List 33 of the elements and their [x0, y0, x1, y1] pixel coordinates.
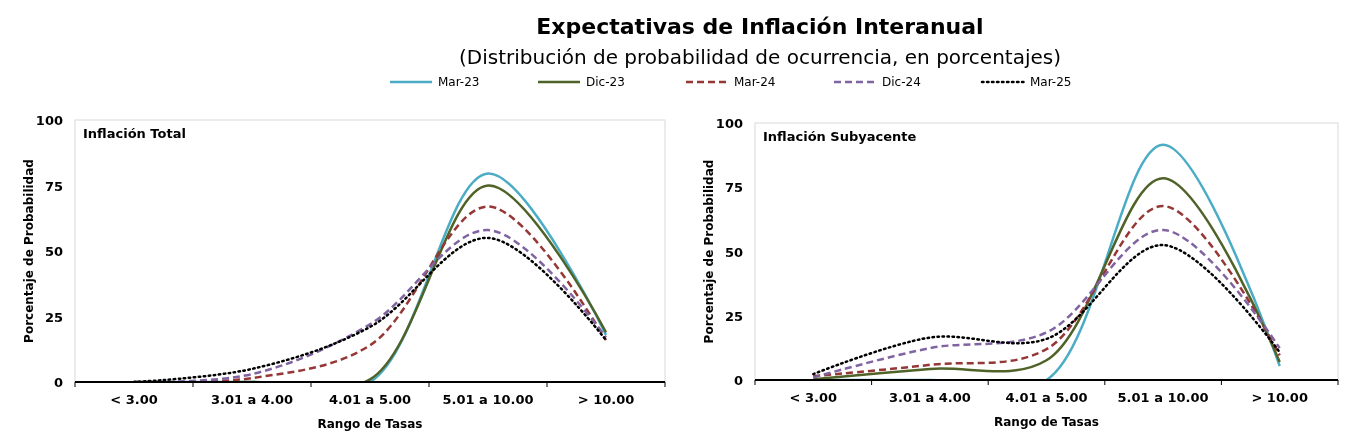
x-tick-label: > 10.00 [577, 392, 635, 407]
annotation: Inflación Total [83, 126, 186, 141]
y-axis-title: Porcentaje de Probabilidad [702, 159, 716, 344]
x-tick-label: 5.01 a 10.00 [1117, 390, 1209, 405]
y-tick-label: 0 [733, 373, 743, 388]
y-tick-label: 50 [44, 244, 63, 259]
legend-label: Mar-25 [1030, 75, 1072, 89]
x-tick-label: < 3.00 [110, 392, 158, 407]
y-tick-label: 100 [35, 113, 63, 128]
legend-label: Dic-23 [586, 75, 625, 89]
x-tick-label: 4.01 a 5.00 [329, 392, 411, 407]
x-tick-label: 3.01 a 4.00 [888, 390, 971, 405]
y-tick-label: 25 [44, 309, 63, 325]
y-tick-label: 75 [724, 180, 743, 196]
legend-label: Mar-24 [734, 75, 776, 89]
y-tick-label: 50 [724, 244, 743, 260]
y-axis-title: Porcentaje de Probabilidad [22, 159, 36, 343]
x-axis-title: Rango de Tasas [317, 417, 423, 431]
x-tick-label: 3.01 a 4.00 [211, 392, 293, 407]
y-tick-label: 75 [44, 178, 63, 194]
legend-label: Dic-24 [882, 75, 921, 89]
annotation: Inflación Subyacente [763, 129, 917, 144]
y-tick-label: 100 [715, 116, 743, 131]
x-tick-label: 4.01 a 5.00 [1005, 390, 1088, 405]
x-axis-title: Rango de Tasas [994, 415, 1099, 429]
legend-label: Mar-23 [438, 75, 480, 89]
y-tick-label: 0 [53, 375, 63, 390]
text: Expectativas de Inflación Interanual [536, 14, 984, 39]
x-tick-label: > 10.00 [1251, 390, 1308, 405]
x-tick-label: 5.01 a 10.00 [442, 392, 534, 407]
text: (Distribución de probabilidad de ocurrencia, en porcentajes) [458, 45, 1062, 69]
x-tick-label: < 3.00 [789, 390, 838, 405]
y-tick-label: 25 [724, 308, 743, 324]
